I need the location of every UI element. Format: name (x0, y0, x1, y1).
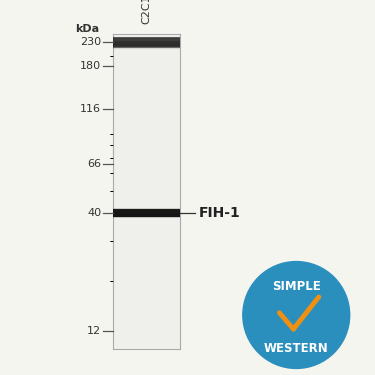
Circle shape (243, 262, 350, 368)
Text: 180: 180 (80, 61, 101, 71)
Text: 40: 40 (87, 208, 101, 218)
Text: 230: 230 (80, 37, 101, 47)
Text: kDa: kDa (75, 24, 99, 34)
Text: 12: 12 (87, 326, 101, 336)
Text: SIMPLE: SIMPLE (272, 280, 321, 293)
Text: FIH-1: FIH-1 (199, 206, 240, 220)
Text: 66: 66 (87, 159, 101, 169)
Text: 116: 116 (80, 104, 101, 114)
Text: C2C12: C2C12 (141, 0, 151, 24)
Text: WESTERN: WESTERN (264, 342, 328, 355)
